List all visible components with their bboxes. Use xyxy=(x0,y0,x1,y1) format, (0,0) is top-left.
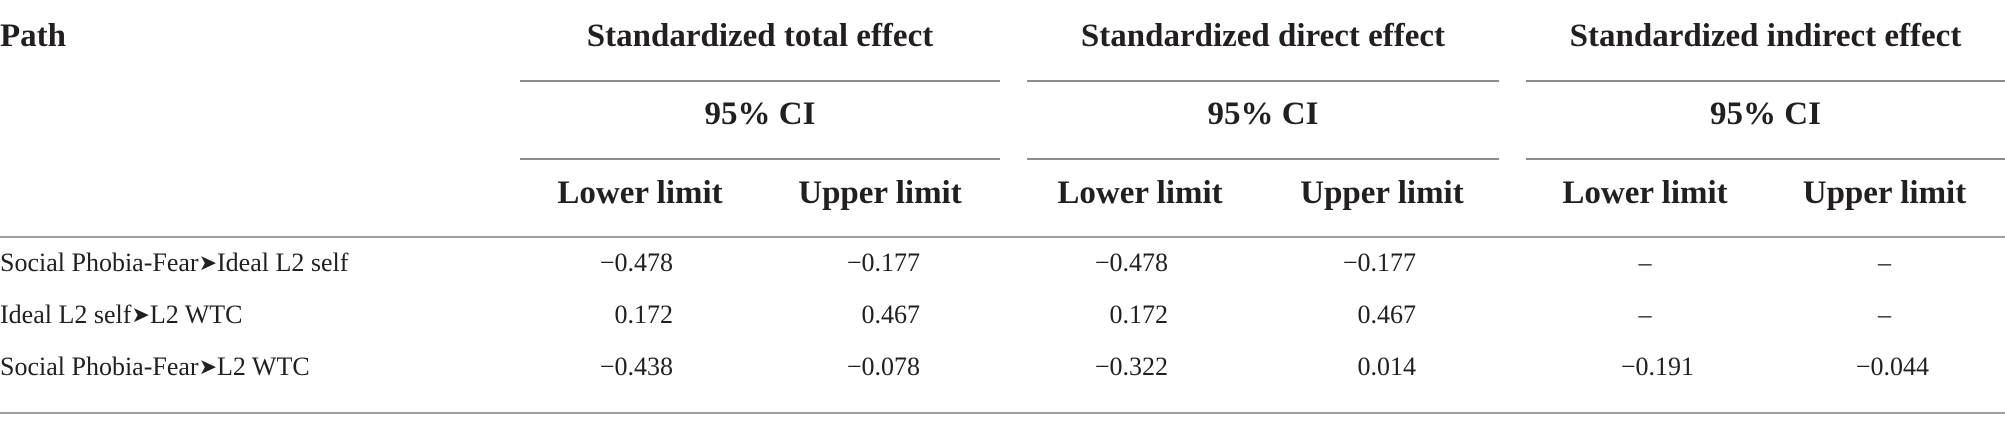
row-2-from: Ideal L2 self xyxy=(0,300,132,329)
row-2-path: Ideal L2 self➤L2 WTC xyxy=(0,300,243,330)
row-3-from: Social Phobia-Fear xyxy=(0,352,199,381)
row-2-total-lower: 0.172 xyxy=(614,300,674,329)
row-3-indirect-upper: −0.044 xyxy=(1855,352,1929,381)
row-1-indirect-lower: – xyxy=(1638,248,1652,277)
arrow-icon: ➤ xyxy=(131,302,150,327)
ci-label-total: 95% CI xyxy=(704,96,816,132)
upper-limit-header-indirect: Upper limit xyxy=(1802,175,1967,211)
group-title-total: Standardized total effect xyxy=(586,18,934,54)
group-rule-indirect xyxy=(1526,80,2005,82)
group-rule-total xyxy=(520,80,1000,82)
row-1-indirect-upper: – xyxy=(1878,248,1891,277)
upper-limit-header-direct: Upper limit xyxy=(1300,175,1464,211)
header-bottom-rule xyxy=(0,236,2005,238)
row-3-total-lower: −0.438 xyxy=(599,352,673,381)
row-1-direct-upper: −0.177 xyxy=(1342,248,1416,277)
lower-limit-header-indirect: Lower limit xyxy=(1562,175,1728,211)
ci-label-direct: 95% CI xyxy=(1207,96,1319,132)
arrow-icon: ➤ xyxy=(198,250,218,275)
row-3-path: Social Phobia-Fear➤L2 WTC xyxy=(0,352,310,382)
row-2-direct-lower: 0.172 xyxy=(1109,300,1169,329)
group-title-direct: Standardized direct effect xyxy=(1080,18,1446,54)
row-1-direct-lower: −0.478 xyxy=(1094,248,1168,277)
row-2-total-upper: 0.467 xyxy=(861,300,921,329)
row-3-to: L2 WTC xyxy=(217,352,310,381)
row-1-total-lower: −0.478 xyxy=(599,248,673,277)
ci-rule-total xyxy=(520,158,1000,160)
ci-label-indirect: 95% CI xyxy=(1710,96,1821,132)
row-1-total-upper: −0.177 xyxy=(846,248,920,277)
ci-rule-direct xyxy=(1027,158,1499,160)
row-1-to: Ideal L2 self xyxy=(217,248,349,277)
row-3-total-upper: −0.078 xyxy=(846,352,920,381)
row-3-direct-upper: 0.014 xyxy=(1357,352,1417,381)
upper-limit-header-total: Upper limit xyxy=(798,175,962,211)
row-2-to: L2 WTC xyxy=(149,300,243,329)
row-3-direct-lower: −0.322 xyxy=(1094,352,1168,381)
group-title-indirect: Standardized indirect effect xyxy=(1569,18,1962,54)
row-2-direct-upper: 0.467 xyxy=(1357,300,1417,329)
group-rule-direct xyxy=(1027,80,1499,82)
lower-limit-header-total: Lower limit xyxy=(557,175,723,211)
row-1-from: Social Phobia-Fear xyxy=(0,248,199,277)
table-bottom-rule xyxy=(0,412,2005,414)
row-2-indirect-upper: – xyxy=(1878,300,1891,329)
lower-limit-header-direct: Lower limit xyxy=(1057,175,1223,211)
arrow-icon: ➤ xyxy=(198,354,218,379)
row-1-path: Social Phobia-Fear➤Ideal L2 self xyxy=(0,248,348,278)
ci-rule-indirect xyxy=(1526,158,2005,160)
row-3-indirect-lower: −0.191 xyxy=(1620,352,1694,381)
row-2-indirect-lower: – xyxy=(1638,300,1652,329)
path-header: Path xyxy=(0,18,66,54)
